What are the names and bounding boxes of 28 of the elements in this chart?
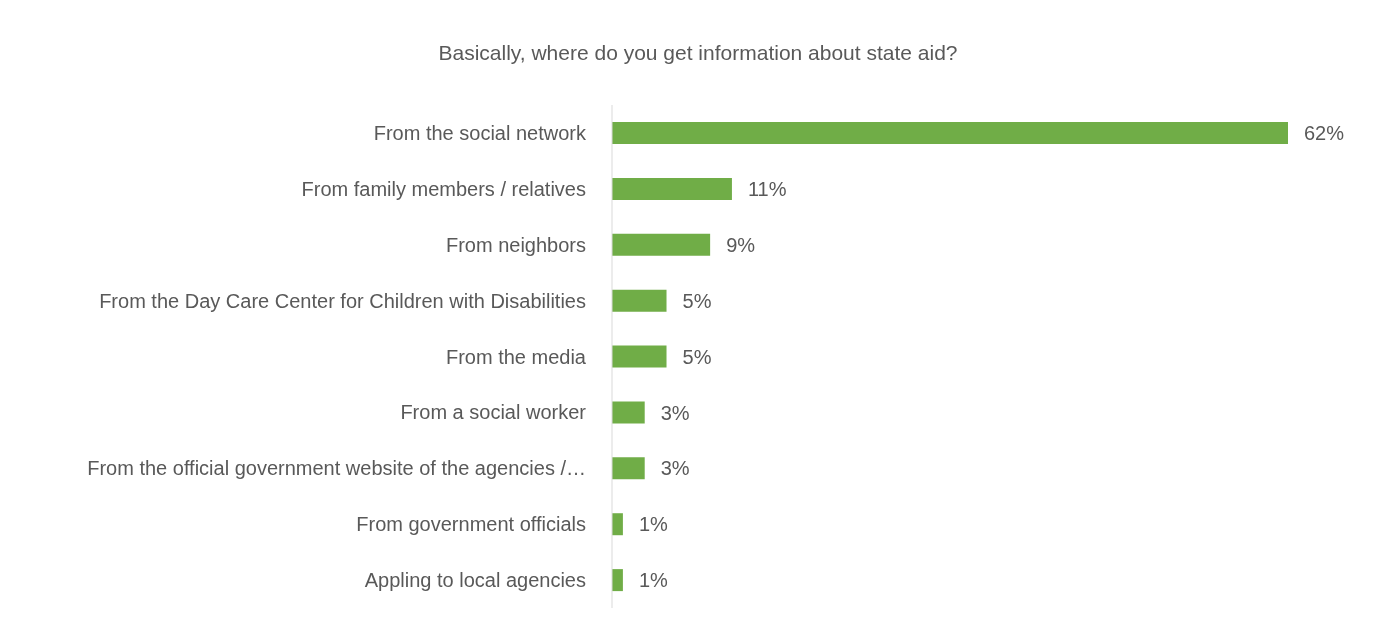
data-label: 1% [638,569,669,592]
bar [612,457,645,480]
data-label: 5% [682,289,712,312]
y-tick-label: From the Day Care Center for Children with Disabilities [99,289,586,312]
data-label: 1% [638,513,669,536]
data-label: 9% [726,233,756,256]
bar [612,513,623,536]
bar [612,289,667,312]
y-tick-label: From the media [445,345,587,368]
y-tick-label: From the official government website of the agencies /… [87,457,586,480]
y-tick-label: From government officials [356,513,586,536]
y-tick-label: Appling to local agencies [364,569,586,592]
bar [612,345,667,368]
y-tick-label: From family members / relatives [301,177,586,200]
y-tick-label: From a social worker [400,401,587,424]
bar [612,569,623,592]
data-label: 62% [1304,122,1345,145]
bar [612,177,732,200]
chart-title: Basically, where do you get information about state aid? [437,41,959,65]
data-label: 3% [660,457,690,480]
y-tick-label: From neighbors [445,233,586,256]
data-label: 3% [660,401,690,424]
data-label: 11% [747,177,787,200]
bar [612,233,711,256]
bar [612,122,1288,144]
data-label: 5% [682,345,712,368]
bar [612,401,645,424]
y-tick-label: From the social network [373,122,587,145]
